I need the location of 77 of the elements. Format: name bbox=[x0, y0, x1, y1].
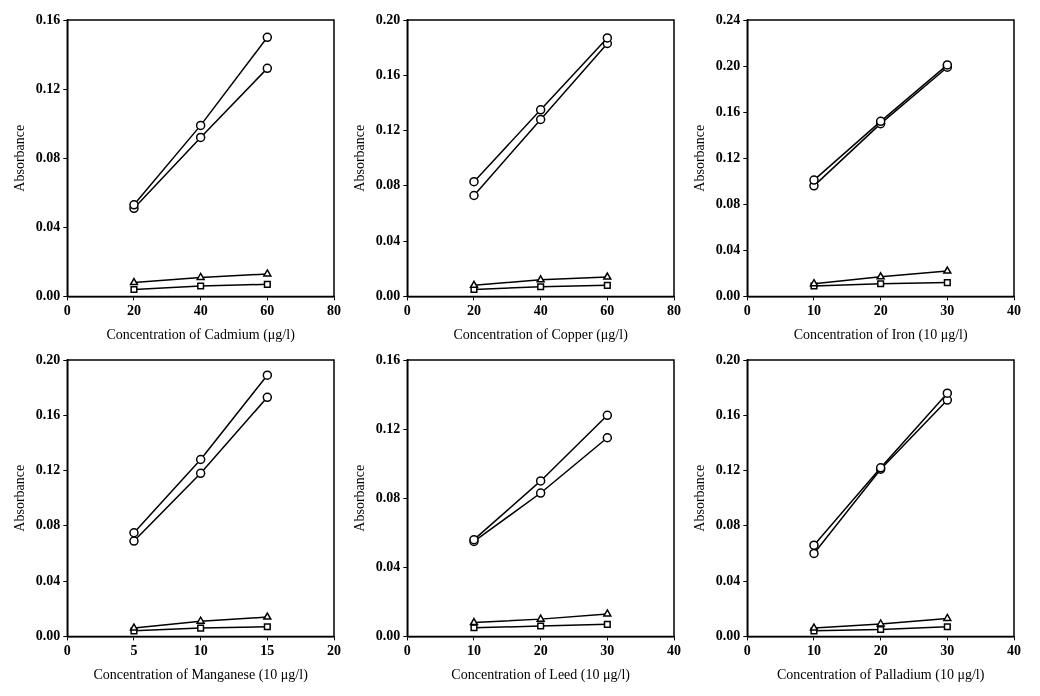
x-tick-label: 15 bbox=[260, 643, 275, 659]
x-tick-label: 20 bbox=[466, 303, 481, 319]
y-tick-label: 0.08 bbox=[375, 489, 401, 505]
x-tick-label: 10 bbox=[806, 303, 821, 319]
y-tick-label: 0.16 bbox=[715, 103, 741, 119]
x-tick-label: 80 bbox=[667, 303, 681, 319]
x-tick-label: 0 bbox=[743, 643, 751, 659]
y-tick-label: 0.04 bbox=[35, 218, 61, 234]
y-tick-label: 0.16 bbox=[35, 11, 61, 27]
y-tick-label: 0.12 bbox=[375, 122, 401, 138]
y-tick-label: 0.16 bbox=[715, 406, 741, 422]
x-tick-label: 0 bbox=[63, 303, 71, 319]
x-tick-label: 30 bbox=[940, 643, 955, 659]
x-tick-label: 60 bbox=[260, 303, 275, 319]
y-tick-label: 0.04 bbox=[375, 232, 401, 248]
y-tick-label: 0.08 bbox=[715, 195, 741, 211]
x-axis-title: Concentration of Cadmium (μg/l) bbox=[106, 327, 296, 344]
y-tick-label: 0.00 bbox=[375, 628, 401, 644]
y-tick-label: 0.12 bbox=[35, 80, 61, 96]
x-axis-title: Concentration of Manganese (10 μg/l) bbox=[93, 667, 309, 684]
y-axis-title: Absorbance bbox=[12, 464, 28, 532]
y-tick-label: 0.04 bbox=[715, 241, 741, 257]
x-axis-title: Concentration of Palladium (10 μg/l) bbox=[776, 667, 985, 684]
y-tick-label: 0.16 bbox=[375, 351, 401, 367]
y-tick-label: 0.12 bbox=[715, 149, 741, 165]
y-axis-title: Absorbance bbox=[692, 464, 708, 532]
y-tick-label: 0.20 bbox=[35, 351, 61, 367]
x-tick-label: 40 bbox=[533, 303, 548, 319]
y-tick-label: 0.20 bbox=[715, 351, 741, 367]
y-tick-label: 0.08 bbox=[715, 517, 741, 533]
y-tick-label: 0.24 bbox=[715, 11, 741, 27]
y-tick-label: 0.08 bbox=[375, 177, 401, 193]
y-tick-label: 0.00 bbox=[35, 628, 61, 644]
y-tick-label: 0.08 bbox=[35, 517, 61, 533]
x-tick-label: 60 bbox=[600, 303, 615, 319]
x-tick-label: 30 bbox=[600, 643, 615, 659]
y-tick-label: 0.00 bbox=[715, 288, 741, 304]
y-tick-label: 0.04 bbox=[35, 572, 61, 588]
x-tick-label: 80 bbox=[327, 303, 341, 319]
x-tick-label: 40 bbox=[193, 303, 208, 319]
x-axis-title: Concentration of Copper (μg/l) bbox=[453, 327, 629, 344]
x-tick-label: 10 bbox=[466, 643, 481, 659]
y-tick-label: 0.16 bbox=[375, 66, 401, 82]
x-tick-label: 40 bbox=[1007, 643, 1021, 659]
y-tick-label: 0.12 bbox=[715, 462, 741, 478]
x-tick-label: 10 bbox=[193, 643, 208, 659]
x-axis-title: Concentration of Iron (10 μg/l) bbox=[793, 327, 968, 344]
x-tick-label: 0 bbox=[403, 303, 411, 319]
y-tick-label: 0.12 bbox=[375, 420, 401, 436]
y-tick-label: 0.20 bbox=[375, 11, 401, 27]
y-tick-label: 0.16 bbox=[35, 406, 61, 422]
x-tick-label: 20 bbox=[327, 643, 341, 659]
y-tick-label: 0.20 bbox=[715, 57, 741, 73]
y-tick-label: 0.08 bbox=[35, 149, 61, 165]
y-tick-label: 0.04 bbox=[715, 572, 741, 588]
x-tick-label: 20 bbox=[126, 303, 141, 319]
x-axis-title: Concentration of Leed (10 μg/l) bbox=[451, 667, 631, 684]
x-tick-label: 0 bbox=[743, 303, 751, 319]
y-tick-label: 0.00 bbox=[375, 288, 401, 304]
x-tick-label: 30 bbox=[940, 303, 955, 319]
y-axis-title: Absorbance bbox=[12, 124, 28, 192]
y-tick-label: 0.00 bbox=[35, 288, 61, 304]
y-axis-title: Absorbance bbox=[352, 464, 368, 532]
x-tick-label: 10 bbox=[806, 643, 821, 659]
y-tick-label: 0.00 bbox=[715, 628, 741, 644]
y-axis-title: Absorbance bbox=[352, 124, 368, 192]
x-tick-label: 40 bbox=[667, 643, 681, 659]
x-tick-label: 5 bbox=[130, 643, 138, 659]
x-tick-label: 20 bbox=[873, 643, 888, 659]
y-tick-label: 0.12 bbox=[35, 462, 61, 478]
x-tick-label: 0 bbox=[63, 643, 71, 659]
x-tick-label: 40 bbox=[1007, 303, 1021, 319]
x-tick-label: 20 bbox=[533, 643, 548, 659]
x-tick-label: 20 bbox=[873, 303, 888, 319]
y-tick-label: 0.04 bbox=[375, 558, 401, 574]
x-tick-label: 0 bbox=[403, 643, 411, 659]
y-axis-title: Absorbance bbox=[692, 124, 708, 192]
